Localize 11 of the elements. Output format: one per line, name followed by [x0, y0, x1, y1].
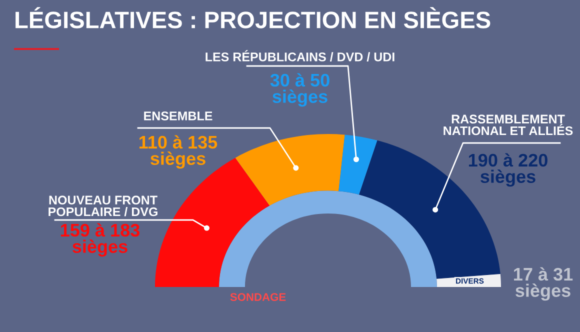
slice-label: ENSEMBLE [144, 112, 212, 120]
text: 30 à 50 sièges [270, 73, 330, 107]
slice-label: RASSEMBLEMENT NATIONAL ET ALLIÉS [444, 114, 573, 136]
slice-label: NOUVEAU FRONT POPULAIRE / DVG [48, 196, 158, 216]
text: 17 à 31 sièges [514, 267, 573, 301]
slice-label: LES RÉPUBLICAINS / DVD / UDI [206, 50, 394, 62]
text: SONDAGE [230, 293, 286, 301]
text: 190 à 220 sièges [468, 153, 548, 187]
chart-title: LÉGISLATIVES : PROJECTION EN SIÈGES [16, 7, 490, 28]
text: 159 à 183 sièges [60, 223, 140, 257]
text: 110 à 135 sièges [139, 135, 218, 169]
